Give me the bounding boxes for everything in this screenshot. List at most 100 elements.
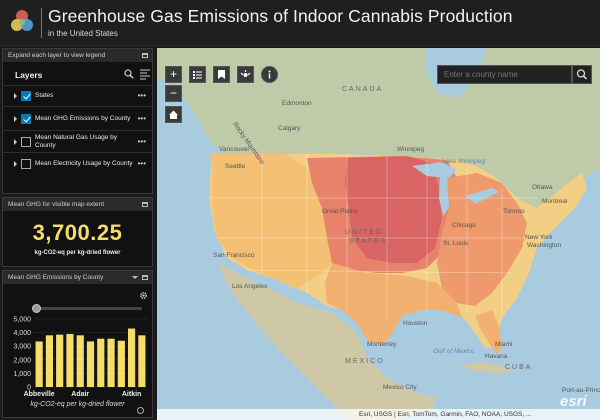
app-header: Greenhouse Gas Emissions of Indoor Canna… [0,0,600,46]
home-icon [169,110,178,119]
layer-item-electricity[interactable]: Mean Electricity Usage by County ••• [3,152,152,174]
great-lakes [412,162,457,178]
app-logo-icon [11,10,33,31]
info-button[interactable] [261,66,278,83]
search-icon[interactable] [124,69,134,79]
zoom-in-button[interactable]: + [165,66,182,83]
chart-y-tick: 4,000 [13,330,31,337]
choropleth-core [345,156,442,263]
chart-bar[interactable] [86,341,95,387]
map-label-havana: Havana [485,353,508,360]
lake-erie [465,188,499,204]
map-label-los-angeles: Los Angeles [232,283,268,290]
map-label-montreal: Montreal [542,198,568,205]
list-icon [193,71,202,79]
chart-y-tick: 1,000 [13,371,31,378]
chart-bar[interactable] [97,338,105,387]
layer-checkbox-states[interactable] [21,91,31,101]
home-button[interactable] [165,106,182,123]
app-title: Greenhouse Gas Emissions of Indoor Canna… [48,6,513,26]
more-options-icon[interactable]: ••• [137,113,146,123]
florida-land [475,310,502,354]
state-borders [212,154,537,318]
canada-land [157,48,600,208]
map-canvas[interactable] [157,48,600,420]
chart-scroll-track[interactable] [36,307,142,310]
cuba-land [457,362,517,374]
more-options-icon[interactable]: ••• [137,91,146,100]
zoom-out-button[interactable]: − [165,85,182,102]
locate-icon [240,70,251,77]
layer-item-states[interactable]: States ••• [3,85,152,106]
chart-scroll-thumb[interactable] [32,304,41,313]
layers-title: Layers [15,70,43,80]
app-subtitle: in the United States [48,29,118,38]
bookmark-button[interactable] [213,66,230,83]
chart-bar[interactable] [138,335,146,387]
more-options-icon[interactable]: ••• [137,158,146,168]
map-label-washington: Washington [527,242,562,249]
layer-list: States ••• Mean GHG Emissions by County … [3,85,152,174]
chart-bar[interactable] [117,340,125,387]
layer-checkbox-natural-gas[interactable] [21,136,31,147]
map-label-winnipeg: Winnipeg [397,146,425,153]
county-search-input[interactable] [437,65,572,84]
ghg-summary-panel: Mean GHG for visible map extent 3,700.25… [2,197,153,267]
chart-bar[interactable] [45,335,54,387]
mexico-land [217,263,437,420]
map-label-port-au-prince: Port-au-Prince [562,387,600,394]
chart-bar[interactable] [35,341,43,387]
layers-maximize-icon[interactable] [142,53,148,58]
legend-button[interactable] [189,66,206,83]
map-label-cuba: CUBA [505,364,533,371]
map-label-calgary: Calgary [278,125,301,132]
map-label-vancouver: Vancouver [219,146,250,153]
locate-button[interactable] [237,66,254,83]
map-label-st-louis: St. Louis [443,240,469,247]
ghg-unit: kg-CO2-eq per kg-dried flower [34,250,121,256]
layer-label: Mean Natural Gas Usage by County [35,133,118,149]
gear-icon[interactable] [139,291,148,300]
filter-list-icon[interactable] [139,68,151,80]
layer-checkbox-electricity[interactable] [21,158,31,169]
map-label-great-plains: Great Plains [322,208,358,215]
ghg-panel-heading: Mean GHG for visible map extent [3,198,152,211]
map-label-chicago: Chicago [452,222,476,229]
chart-x-tick: Aitkin [122,391,141,398]
choropleth-west [212,154,342,288]
lake-michigan [439,176,449,216]
expand-caret-icon[interactable] [14,115,17,122]
map-label-toronto: Toronto [503,208,525,215]
chart-bar[interactable] [76,335,84,387]
map-view[interactable]: CANADA UNITED STATES MEXICO Edmonton Cal… [157,48,600,420]
search-button[interactable] [572,65,592,84]
chart-refresh-icon[interactable] [137,407,144,414]
chart-x-tick: Adair [71,391,89,398]
map-attribution[interactable]: Esri, USGS | Esri, TomTom, Garmin, FAO, … [157,409,600,420]
map-label-edmonton: Edmonton [282,100,312,107]
expand-caret-icon[interactable] [14,160,17,167]
layer-item-natural-gas[interactable]: Mean Natural Gas Usage by County ••• [3,130,152,152]
more-options-icon[interactable]: ••• [137,136,146,146]
chart-bar[interactable] [56,334,64,387]
chart-bar[interactable] [66,333,74,387]
gulf-water [382,318,479,378]
chart-dropdown-icon[interactable] [132,276,138,279]
layer-checkbox-ghg[interactable] [21,113,31,124]
chart-bar[interactable] [107,338,115,387]
chart-maximize-icon[interactable] [142,275,148,280]
map-label-states: STATES [349,238,388,245]
expand-caret-icon[interactable] [14,138,17,145]
map-label-new-york: New York [525,234,553,241]
expand-caret-icon[interactable] [14,93,17,99]
layer-item-ghg[interactable]: Mean GHG Emissions by County ••• [3,106,152,130]
header-divider [41,8,42,38]
ghg-maximize-icon[interactable] [142,202,148,207]
layer-label: Mean GHG Emissions by County [35,114,131,122]
chart-bar[interactable] [127,328,136,387]
chart-x-tick: Abbeville [24,391,55,398]
chart-y-tick: 3,000 [13,344,31,351]
map-label-gulf-of-mexico: Gulf of Mexico [433,348,475,355]
chart-panel: Mean GHG Emissions by County 5,000 4,000 3… [2,270,153,418]
